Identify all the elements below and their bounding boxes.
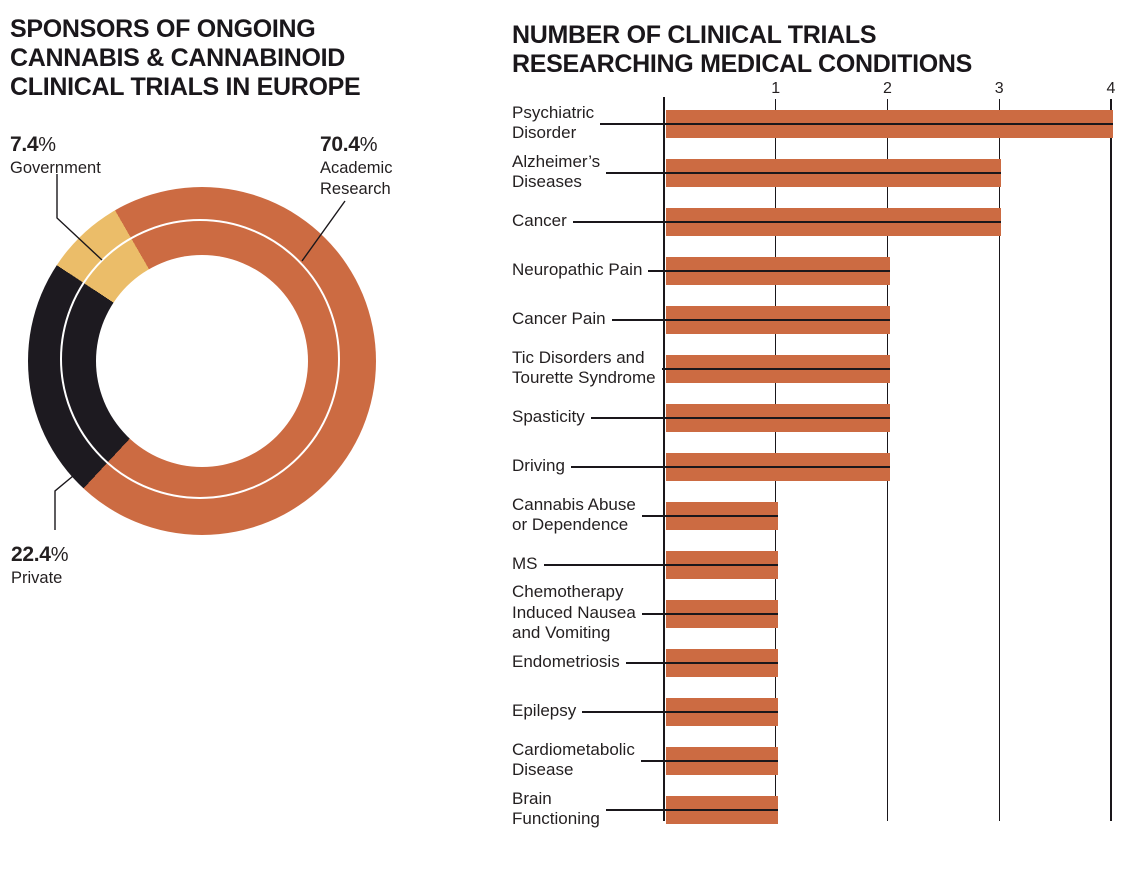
bar-label: Cancer: [512, 210, 567, 230]
bar-callout-line: [544, 564, 778, 566]
bar-callout-line: [612, 319, 890, 321]
bar-label: Cancer Pain: [512, 308, 606, 328]
percent-sign: %: [359, 134, 378, 156]
bar-callout-line: [591, 417, 890, 419]
donut-inner-ring-line: [60, 219, 340, 499]
bar-chart-title: NUMBER OF CLINICAL TRIALS RESEARCHING ME…: [512, 21, 973, 78]
donut-chart: [28, 187, 376, 535]
bar-label: Brain Functioning: [512, 788, 600, 829]
private-name: Private: [11, 569, 63, 587]
private-pct: 22.4: [11, 543, 51, 566]
bar-label: Neuropathic Pain: [512, 259, 643, 279]
bar-label: Tic Disorders and Tourette Syndrome: [512, 347, 656, 388]
bar-label: Driving: [512, 455, 565, 475]
academic-name: Academic Research: [320, 159, 393, 198]
x-axis-tick-label: 2: [883, 80, 892, 97]
bar-label: Alzheimer’s Diseases: [512, 151, 601, 192]
bar-callout-line: [648, 270, 890, 272]
donut-chart-title: SPONSORS OF ONGOING CANNABIS & CANNABINO…: [10, 15, 361, 101]
bar-callout-line: [606, 809, 778, 811]
government-name: Government: [10, 159, 101, 177]
bar-callout-line: [641, 760, 778, 762]
bar-label: Spasticity: [512, 406, 585, 426]
bar-label: Psychiatric Disorder: [512, 102, 595, 143]
bar-callout-line: [642, 515, 778, 517]
bar-callout-line: [626, 662, 778, 664]
bar-label: Endometriosis: [512, 651, 620, 671]
bar-callout-line: [582, 711, 778, 713]
bar-label: Chemotherapy Induced Nausea and Vomiting: [512, 582, 636, 643]
x-axis-tick-label: 1: [771, 80, 781, 97]
bar-label: Epilepsy: [512, 700, 577, 720]
bar-callout-line: [571, 466, 890, 468]
bar-callout-line: [600, 123, 1113, 125]
gridline-x3: [998, 99, 1000, 821]
y-axis-line: [663, 97, 665, 821]
bar-callout-line: [662, 368, 890, 370]
bar-callout-line: [642, 613, 778, 615]
x-axis-tick-label: 4: [1106, 80, 1116, 97]
bar-label: Cardiometabolic Disease: [512, 739, 635, 780]
academic-pct: 70.4: [320, 133, 360, 156]
percent-sign: %: [38, 134, 57, 156]
gridline-x4: [1110, 99, 1112, 821]
bar-label: Cannabis Abuse or Dependence: [512, 494, 636, 535]
donut-hole: [96, 255, 308, 467]
percent-sign: %: [50, 544, 69, 566]
private-label: 22.4% Private: [11, 543, 68, 589]
bar-label: MS: [512, 553, 538, 573]
bar-callout-line: [573, 221, 1002, 223]
x-axis-tick-label: 3: [994, 80, 1004, 97]
academic-research-label: 70.4% Academic Research: [320, 133, 392, 200]
bar-callout-line: [606, 172, 1002, 174]
government-pct: 7.4: [10, 133, 39, 156]
government-label: 7.4% Government: [10, 133, 101, 179]
